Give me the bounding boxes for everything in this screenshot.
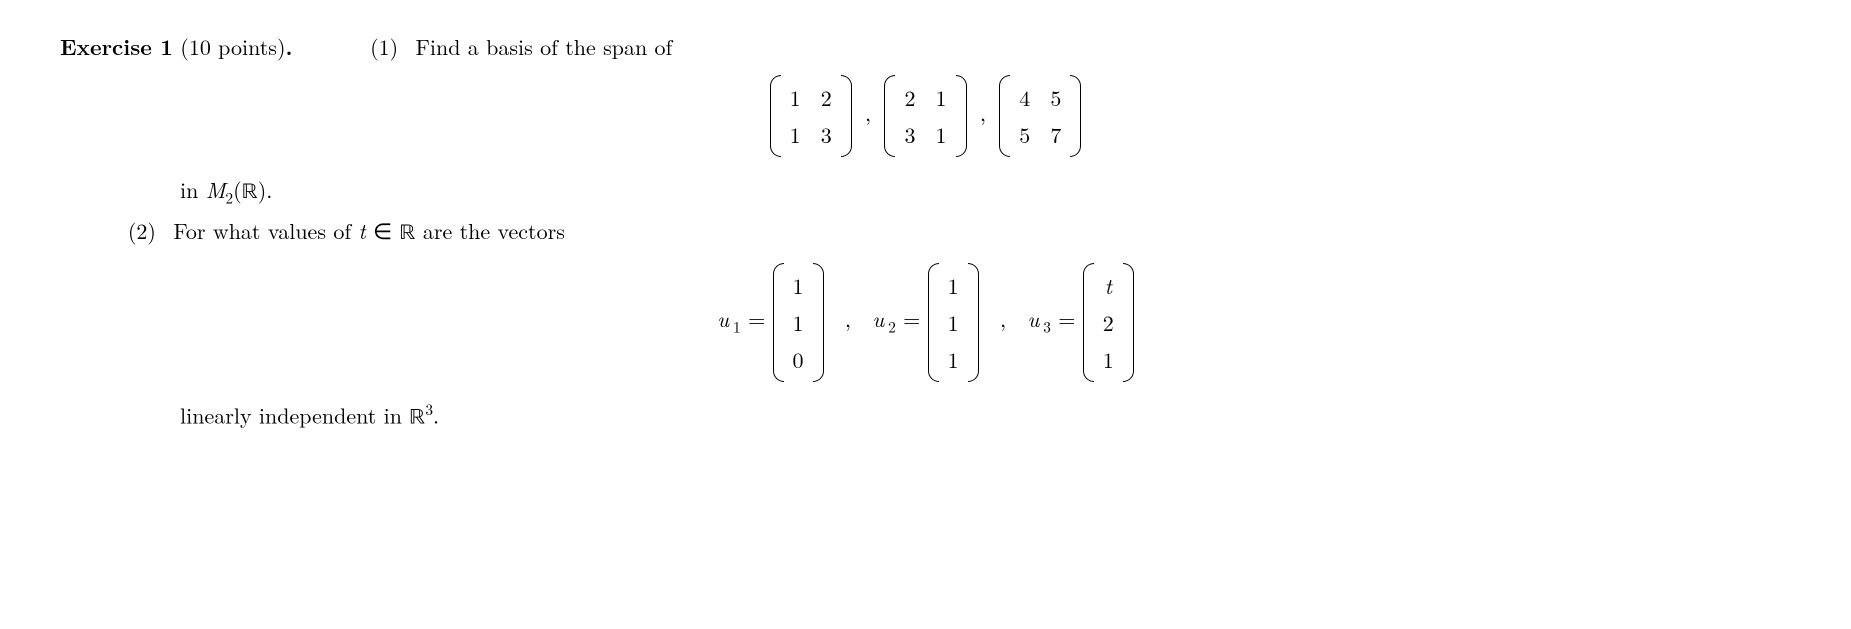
m2-r2c2: 1 bbox=[926, 116, 957, 153]
u3-r2: 2 bbox=[1093, 304, 1124, 341]
space-sub: 2 bbox=[225, 187, 233, 208]
part2-text-b: are the vectors bbox=[416, 215, 565, 246]
m2-r2c1: 3 bbox=[894, 116, 925, 153]
part2-end-line: linearly independent in ℝ3. bbox=[180, 398, 1791, 435]
vec-u2: 111 bbox=[928, 265, 979, 380]
sup3: 3 bbox=[425, 399, 433, 420]
u1-r1: 1 bbox=[783, 267, 814, 304]
u1-eq: = bbox=[741, 303, 773, 334]
m1-r1c1: 1 bbox=[780, 79, 811, 116]
vec-sep-2: , bbox=[1000, 302, 1006, 335]
m3-r1c2: 5 bbox=[1040, 79, 1071, 116]
paren-l: ( bbox=[233, 174, 242, 205]
m3-r2c1: 5 bbox=[1009, 116, 1040, 153]
elem-sym: ∈ bbox=[366, 215, 400, 246]
m2-r1c1: 2 bbox=[894, 79, 925, 116]
u1-sub: 1 bbox=[733, 317, 741, 338]
m3-r2c2: 7 bbox=[1040, 116, 1071, 153]
exercise-line1: Exercise 1 (10 points). (1) Find a basis… bbox=[60, 30, 1791, 63]
reals-1: ℝ bbox=[242, 182, 258, 204]
m1-r1c2: 2 bbox=[811, 79, 842, 116]
space-M: M bbox=[206, 174, 226, 205]
u3-r1: t bbox=[1093, 267, 1124, 304]
vec-u2-group: u2 = 111 bbox=[872, 265, 978, 380]
u3-r3: 1 bbox=[1093, 341, 1124, 378]
exercise-label: Exercise 1 bbox=[60, 31, 173, 62]
part1-matrices-display: 1213 , 2131 , 4557 bbox=[60, 77, 1791, 155]
u2-r1: 1 bbox=[938, 267, 969, 304]
vec-u1: 110 bbox=[773, 265, 824, 380]
u3-sub: 3 bbox=[1043, 317, 1051, 338]
matrix-1: 1213 bbox=[770, 77, 852, 155]
m1-r2c2: 3 bbox=[811, 116, 842, 153]
part2-vectors-display: u1 = 110 , u2 = 111 , u3 = t21 bbox=[60, 265, 1791, 380]
u3-eq: = bbox=[1051, 303, 1083, 334]
part2-line: (2) For what values of t ∈ ℝ are the vec… bbox=[120, 214, 1791, 251]
u2-eq: = bbox=[896, 303, 928, 334]
m2-r1c2: 1 bbox=[926, 79, 957, 116]
u2-sub: 2 bbox=[888, 317, 896, 338]
vec-sep-1: , bbox=[845, 302, 851, 335]
part1-text: Find a basis of the span of bbox=[416, 31, 673, 62]
vec-u3-group: u3 = t21 bbox=[1027, 265, 1133, 380]
part2-text-c: linearly independent in bbox=[180, 399, 409, 430]
u2-label: u bbox=[872, 303, 884, 334]
matrix-sep-2: , bbox=[980, 96, 986, 129]
u1-label: u bbox=[717, 303, 729, 334]
matrix-3: 4557 bbox=[999, 77, 1081, 155]
u2-r2: 1 bbox=[938, 304, 969, 341]
matrix-sep-1: , bbox=[865, 96, 871, 129]
part2-num: (2) bbox=[120, 214, 156, 247]
u1-r3: 0 bbox=[783, 341, 814, 378]
paren-r: ) bbox=[258, 174, 267, 205]
part1-in-line: in M2(ℝ). bbox=[180, 173, 1791, 210]
u2-r3: 1 bbox=[938, 341, 969, 378]
part2-text-a: For what values of bbox=[173, 215, 358, 246]
m3-r1c1: 4 bbox=[1009, 79, 1040, 116]
in-text: in bbox=[180, 174, 206, 205]
part1-num: (1) bbox=[362, 30, 398, 63]
reals-2: ℝ bbox=[400, 223, 416, 245]
vec-u3: t21 bbox=[1083, 265, 1134, 380]
exercise-points: (10 points) bbox=[180, 31, 285, 62]
vec-u1-group: u1 = 110 bbox=[717, 265, 823, 380]
exercise-dot: . bbox=[286, 31, 293, 62]
reals-3: ℝ bbox=[409, 407, 425, 429]
u1-r2: 1 bbox=[783, 304, 814, 341]
m1-r2c1: 1 bbox=[780, 116, 811, 153]
end-dot-1: . bbox=[266, 174, 272, 205]
u3-label: u bbox=[1027, 303, 1039, 334]
end-dot-2: . bbox=[433, 399, 439, 430]
matrix-2: 2131 bbox=[884, 77, 966, 155]
var-t: t bbox=[358, 215, 365, 246]
